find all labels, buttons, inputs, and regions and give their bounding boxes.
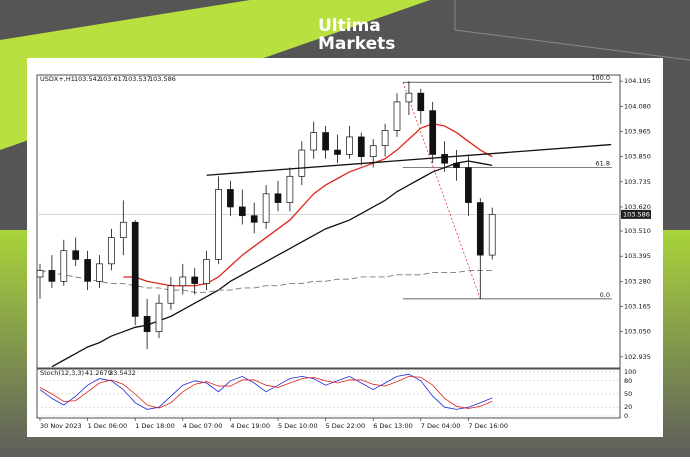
brand: Ultima: [318, 16, 381, 36]
stoch-frame: [36, 368, 621, 419]
x-tick-label: 7 Dec 04:00: [421, 422, 461, 430]
candle-body: [417, 92, 425, 112]
stoch-tick-label: 80: [624, 377, 632, 385]
candle-body: [322, 132, 329, 151]
y-tick-label: 103.620: [624, 203, 651, 211]
deco-line: [454, 0, 690, 61]
x-tick-label: 1 Dec 06:00: [88, 422, 128, 430]
stoch-reading: 41.2679: [85, 369, 112, 377]
candle-body: [393, 101, 401, 131]
candle-body: [143, 316, 151, 333]
stoch-tick-label: 20: [624, 403, 632, 411]
candle-body: [262, 193, 270, 223]
candle-body: [334, 149, 341, 155]
y-tick-label: 103.735: [624, 178, 651, 186]
candle-body: [346, 136, 353, 155]
symbol: USDX+,H1: [40, 75, 75, 83]
candle-body: [179, 276, 187, 287]
stoch-line: [39, 375, 493, 409]
fib-label: 61.8: [596, 160, 610, 168]
candle-body: [96, 263, 103, 282]
moving-average: [51, 160, 493, 368]
x-tick-label: 30 Nov 2023: [40, 422, 82, 430]
y-tick-label: 103.050: [624, 328, 651, 336]
candle-body: [167, 285, 175, 304]
logo-bar: [302, 12, 310, 42]
candle-body: [369, 145, 377, 157]
trendline: [206, 143, 612, 176]
candle-body: [298, 149, 306, 177]
price-tag-label: 103.586: [623, 210, 650, 218]
candle-body: [274, 193, 282, 203]
y-tick-label: 103.165: [624, 303, 651, 311]
header-value: 103.586: [149, 75, 176, 83]
stoch-label: Stoch(12,3,3): [40, 369, 84, 377]
y-tick-label: 103.850: [624, 153, 651, 161]
candle-body: [453, 162, 460, 168]
candle-body: [60, 250, 68, 282]
x-tick-label: 5 Dec 10:00: [278, 422, 318, 430]
x-tick-label: 1 Dec 18:00: [135, 422, 175, 430]
y-tick-label: 104.080: [624, 102, 651, 110]
candle-body: [36, 270, 44, 278]
candle-body: [405, 92, 413, 103]
header-value: 103.537: [124, 75, 151, 83]
candle-body: [381, 130, 389, 147]
stoch-tick-label: 0: [624, 412, 628, 420]
candle-body: [203, 259, 210, 284]
logo-bar: [292, 18, 299, 42]
candle-body: [155, 302, 163, 333]
candle-body: [476, 202, 484, 256]
candle-body: [429, 110, 437, 155]
candle-body: [357, 136, 365, 157]
x-tick-label: 4 Dec 19:00: [230, 422, 270, 430]
y-tick-label: 103.510: [624, 227, 651, 235]
y-tick-label: 102.935: [624, 353, 651, 361]
candle-body: [72, 250, 80, 260]
price-tag: [621, 209, 651, 219]
x-tick-label: 7 Dec 16:00: [468, 422, 508, 430]
candle-body: [227, 189, 234, 208]
brand: Markets: [318, 34, 395, 54]
header-value: 103.617: [99, 75, 126, 83]
candle-body: [286, 175, 294, 203]
moving-average: [39, 269, 493, 293]
x-tick-label: 6 Dec 13:00: [373, 422, 413, 430]
candle-body: [131, 221, 139, 317]
fib-label: 0.0: [600, 291, 610, 299]
y-tick-label: 103.395: [624, 252, 651, 260]
fib-label: 100.0: [591, 74, 610, 82]
candle-body: [108, 237, 115, 265]
x-tick-label: 5 Dec 22:00: [326, 422, 366, 430]
candle-body: [465, 167, 472, 203]
candle-body: [48, 270, 56, 282]
stoch-line: [39, 373, 493, 410]
candle-body: [310, 132, 318, 151]
candle-body: [84, 259, 91, 282]
x-tick-label: 4 Dec 07:00: [183, 422, 223, 430]
plot-frame: [36, 74, 621, 369]
header-value: 103.542: [74, 75, 101, 83]
y-tick-label: 103.965: [624, 127, 651, 135]
candle-body: [119, 221, 127, 238]
y-tick-label: 104.195: [624, 77, 651, 85]
candle-body: [238, 206, 246, 217]
y-tick-label: 103.280: [624, 277, 651, 285]
candle-body: [215, 189, 222, 260]
chart-card: [27, 58, 663, 437]
candle-body: [441, 154, 448, 164]
stoch-tick-label: 100: [624, 368, 636, 376]
stoch-reading: 33.5432: [109, 369, 136, 377]
candle-body: [250, 215, 258, 223]
stoch-tick-label: 50: [624, 390, 632, 398]
candle-body: [488, 214, 496, 256]
candle-body: [191, 276, 199, 284]
